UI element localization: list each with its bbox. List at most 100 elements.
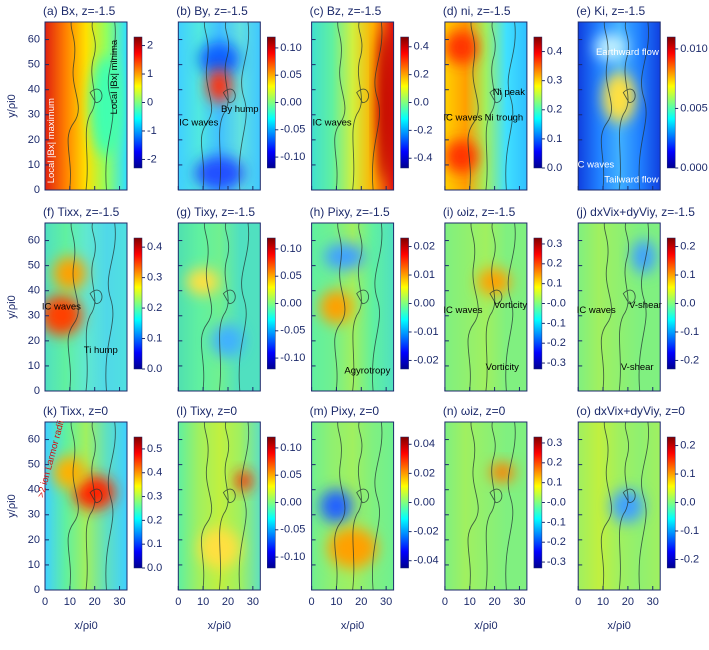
annotation: IC waves <box>577 305 616 316</box>
heatmap-blob <box>631 239 657 274</box>
y-tick-label: 10 <box>28 159 40 171</box>
panel: (h) Pixy, z=-1.5 0.02 0.01 0.00 -0.01 -0.02 Ag… <box>310 205 439 392</box>
x-tick-label: 0 <box>309 596 315 608</box>
y-tick-label: 50 <box>28 59 40 71</box>
colorbar <box>533 436 543 569</box>
x-tick-label: 20 <box>622 596 634 608</box>
heatmap-blob <box>602 72 636 123</box>
plot-frame <box>311 21 395 191</box>
colorbar-tick-label: -0.3 <box>547 556 566 568</box>
heatmap-blob <box>198 42 240 76</box>
panel-title: (a) Bx, z=-1.5 <box>43 4 116 18</box>
colorbar-tick-label: 0.3 <box>547 437 562 449</box>
x-tick-label: 10 <box>197 596 209 608</box>
colorbar-tick-label: 0.1 <box>680 468 695 480</box>
colorbar-tick-label: 0.0 <box>414 96 429 108</box>
colorbar-tick-label: 0.2 <box>147 514 162 526</box>
y-tick-label: 50 <box>28 459 40 471</box>
heatmap <box>45 422 127 590</box>
colorbar-tick-label: 0.0 <box>680 496 695 508</box>
contour <box>67 223 116 391</box>
colorbar-tick-label: -0.1 <box>547 317 566 329</box>
contour <box>600 223 650 391</box>
x-axis-label: x/ρi0 <box>74 620 97 632</box>
plot-frame <box>44 21 128 191</box>
heatmap-blob <box>90 55 123 157</box>
colorbar-tick-label: 0.05 <box>280 69 301 81</box>
panel-title: (e) Ki, z=-1.5 <box>576 4 645 18</box>
x-tick-label: 10 <box>330 596 342 608</box>
colorbar <box>400 237 409 370</box>
colorbar <box>133 36 143 169</box>
colorbar-tick-label: 0.1 <box>147 538 162 550</box>
y-tick-label: 30 <box>28 109 40 121</box>
colorbar-tick-label: 0.00 <box>280 297 301 309</box>
annotation: IC waves <box>443 112 482 123</box>
x-axis-label: x/ρi0 <box>341 620 364 632</box>
colorbar-tick-label: -0.4 <box>414 152 433 164</box>
contour <box>200 223 250 391</box>
colorbar-tick-label: 0.00 <box>280 496 301 508</box>
panel: (d) ni, z=-1.50.40.30.20.10.0IC wavesNi … <box>443 4 562 191</box>
colorbar-tick-label: 0.05 <box>280 270 301 282</box>
panel: (i) ωiz, z=-1.5 0.3 0.2 0.1 -0.0 -0.1 -0.2 -0.3… <box>443 205 566 392</box>
contour <box>467 422 516 590</box>
heatmap-blob <box>328 527 378 569</box>
heatmap-blob <box>444 139 478 174</box>
annotation: Local |Bx| maximum <box>46 98 57 183</box>
heatmap <box>444 422 527 590</box>
panel: (e) Ki, z=-1.5 0.010 0.005 0.000 Earthward f… <box>575 4 708 191</box>
colorbar-tick-label: 0.1 <box>147 332 162 344</box>
plot-frame <box>444 421 528 591</box>
annotation: IC waves <box>575 159 614 170</box>
contour <box>467 223 516 391</box>
annotation: Vorticity <box>486 362 520 373</box>
colorbar-tick-label: 0.010 <box>680 43 708 55</box>
colorbar-tick-label: -0.10 <box>280 151 305 163</box>
contour <box>600 22 650 190</box>
heatmap-blob <box>323 243 365 271</box>
panel-title: (d) ni, z=-1.5 <box>443 4 511 18</box>
y-tick-label: 0 <box>34 184 40 196</box>
panel: (m) Pixy, z=0 0 10 20 30 x/ρi0 0.04 0.02 0.00 -0.… <box>309 404 439 632</box>
heatmap <box>444 22 527 190</box>
colorbar-tick-label: 0.0 <box>147 363 162 375</box>
x-tick-label: 30 <box>380 596 392 608</box>
colorbar-tick-label: 0.10 <box>280 42 301 54</box>
plot-frame <box>311 421 395 591</box>
panel: (o) dxVix+dyViy, z=0 0 10 20 30 x/ρi0 0.2 0.1 0.… <box>575 404 699 632</box>
y-tick-label: 10 <box>28 559 40 571</box>
panel: (a) Bx, z=-1.50102030405060y/ρi0210-1-2L… <box>6 4 157 196</box>
annotation: V-shear <box>629 300 662 311</box>
colorbar-tick-label: 0.1 <box>680 269 695 281</box>
annotation: Local |Bx| minima <box>109 39 120 114</box>
x-tick-label: 0 <box>442 596 448 608</box>
colorbar-tick-label: 0.1 <box>547 477 562 489</box>
colorbar <box>666 237 676 370</box>
colorbar-tick-label: 0.4 <box>547 45 562 57</box>
colorbar-tick-label: -0.2 <box>680 553 699 565</box>
heatmap <box>311 422 394 590</box>
colorbar <box>533 237 543 370</box>
heatmap-blob <box>211 323 244 358</box>
annotation: IC waves <box>179 117 218 128</box>
colorbar-tick-label: -0.02 <box>414 526 439 538</box>
colorbar-tick-label: 0.2 <box>547 104 562 116</box>
x-axis-label: x/ρi0 <box>208 620 231 632</box>
x-tick-label: 10 <box>464 596 476 608</box>
panel-title: (l) Tixy, z=0 <box>176 404 237 418</box>
colorbar-tick-label: 0.4 <box>147 241 162 253</box>
colorbar-tick-label: -0.3 <box>547 357 566 369</box>
x-tick-label: 10 <box>64 596 76 608</box>
x-tick-label: 10 <box>597 596 609 608</box>
panel: (c) Bz, z=-1.5 0.4 0.2 0.0 -0.2 -0.4 IC waves <box>310 4 433 191</box>
colorbar-tick-label: 0.4 <box>414 41 429 53</box>
y-tick-label: 50 <box>28 260 40 272</box>
annotation: By hump <box>221 104 259 115</box>
heatmap-blob <box>319 290 353 324</box>
y-tick-label: 0 <box>34 385 40 397</box>
colorbar <box>267 36 276 169</box>
panel-title: (o) dxVix+dyViy, z=0 <box>576 404 685 418</box>
colorbar-tick-label: 0.10 <box>280 442 301 454</box>
colorbar-tick-label: -0.2 <box>547 337 566 349</box>
